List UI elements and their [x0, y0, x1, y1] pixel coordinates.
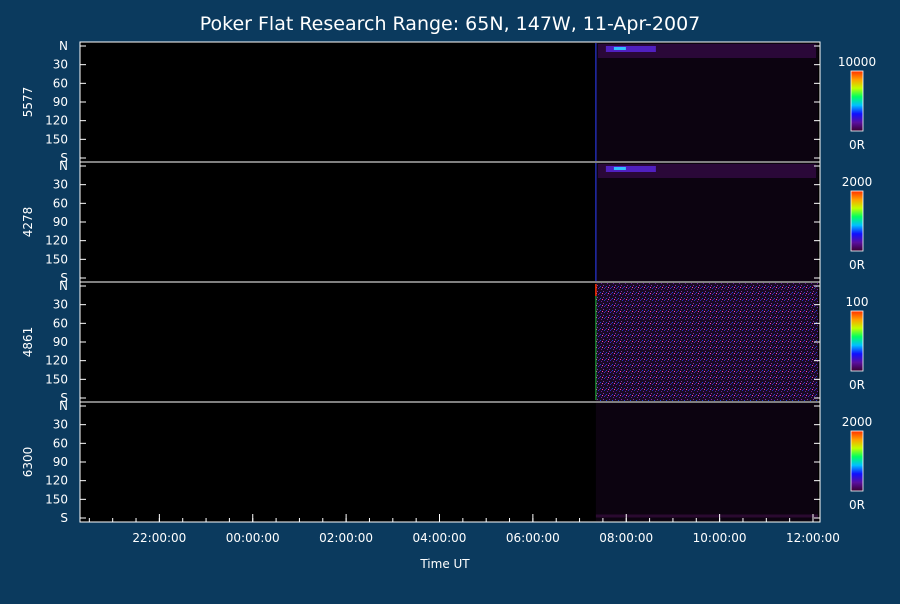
panel-data-region: [595, 163, 818, 281]
y-tick-label: 30: [53, 298, 68, 312]
y-tick-label: 150: [45, 372, 68, 386]
y-tick-label: 150: [45, 252, 68, 266]
panel-label: 4861: [21, 327, 35, 358]
y-tick-label: S: [60, 271, 68, 285]
aurora-band-bright: [605, 166, 656, 172]
x-tick-label: 00:00:00: [226, 531, 280, 545]
panel-6300: N 30 60 90 120 150 S 6300 2000 0R: [21, 399, 872, 525]
colorbar-max-label: 2000: [842, 175, 873, 189]
y-tick-label: 120: [45, 114, 68, 128]
colorbar-min-label: 0R: [849, 258, 865, 272]
x-axis: 22:00:00 00:00:00 02:00:00 04:00:00 06:00:00…: [88, 514, 840, 545]
panel-4861: N 30 60 90 120 150 S 4861 100 0R: [21, 279, 868, 405]
y-tick-label: 30: [53, 178, 68, 192]
colorbar: [850, 430, 864, 492]
y-tick-label: 120: [45, 234, 68, 248]
colorbar: [850, 70, 864, 132]
panel-5577: N 30 60 90 120 150 S 5577 10000 0R: [21, 39, 876, 165]
y-tick-label: 120: [45, 354, 68, 368]
y-tick-label: N: [59, 279, 68, 293]
x-tick-label: 22:00:00: [132, 531, 186, 545]
y-tick-label: 60: [53, 76, 68, 90]
y-tick-label: 150: [45, 492, 68, 506]
colorbar: [850, 310, 864, 372]
y-tick-label: 30: [53, 418, 68, 432]
y-tick-label: 60: [53, 196, 68, 210]
colorbar-max-label: 2000: [842, 415, 873, 429]
x-axis-title: Time UT: [419, 557, 470, 571]
y-tick-label: S: [60, 511, 68, 525]
y-tick-label: 150: [45, 132, 68, 146]
x-tick-label: 10:00:00: [693, 531, 747, 545]
x-tick-label: 08:00:00: [599, 531, 653, 545]
panels: N 30 60 90 120 150 S 5577 10000 0R N 30 60 90 120 150 S 4…: [21, 39, 876, 525]
aurora-band-bright: [605, 46, 656, 52]
y-tick-label: N: [59, 399, 68, 413]
y-tick-label: S: [60, 391, 68, 405]
y-tick-label: 60: [53, 436, 68, 450]
y-tick-label: N: [59, 39, 68, 53]
x-tick-label: 04:00:00: [413, 531, 467, 545]
colorbar-min-label: 0R: [849, 498, 865, 512]
chart-title: Poker Flat Research Range: 65N, 147W, 11…: [200, 13, 701, 35]
x-tick-label: 12:00:00: [786, 531, 840, 545]
y-tick-label: 90: [53, 95, 68, 109]
y-tick-label: 90: [53, 335, 68, 349]
colorbar-max-label: 10000: [838, 55, 876, 69]
panel-label: 5577: [21, 87, 35, 118]
panel-data-noise: [595, 283, 818, 401]
colorbar-max-label: 100: [846, 295, 869, 309]
y-tick-label: S: [60, 151, 68, 165]
y-tick-label: 90: [53, 215, 68, 229]
y-tick-label: 120: [45, 474, 68, 488]
y-tick-label: N: [59, 159, 68, 173]
colorbar-min-label: 0R: [849, 138, 865, 152]
x-tick-label: 06:00:00: [506, 531, 560, 545]
y-tick-label: 30: [53, 58, 68, 72]
aurora-band-peak: [613, 167, 626, 170]
colorbar-min-label: 0R: [849, 378, 865, 392]
panel-label: 6300: [21, 447, 35, 478]
panel-label: 4278: [21, 207, 35, 238]
aurora-band-peak: [613, 47, 626, 50]
panel-4278: N 30 60 90 120 150 S 4278 2000 0R: [21, 159, 872, 285]
x-tick-label: 02:00:00: [319, 531, 373, 545]
panel-data-region: [595, 403, 818, 521]
y-tick-label: 60: [53, 316, 68, 330]
y-tick-label: 90: [53, 455, 68, 469]
colorbar: [850, 190, 864, 252]
panel-data-region: [595, 43, 818, 161]
